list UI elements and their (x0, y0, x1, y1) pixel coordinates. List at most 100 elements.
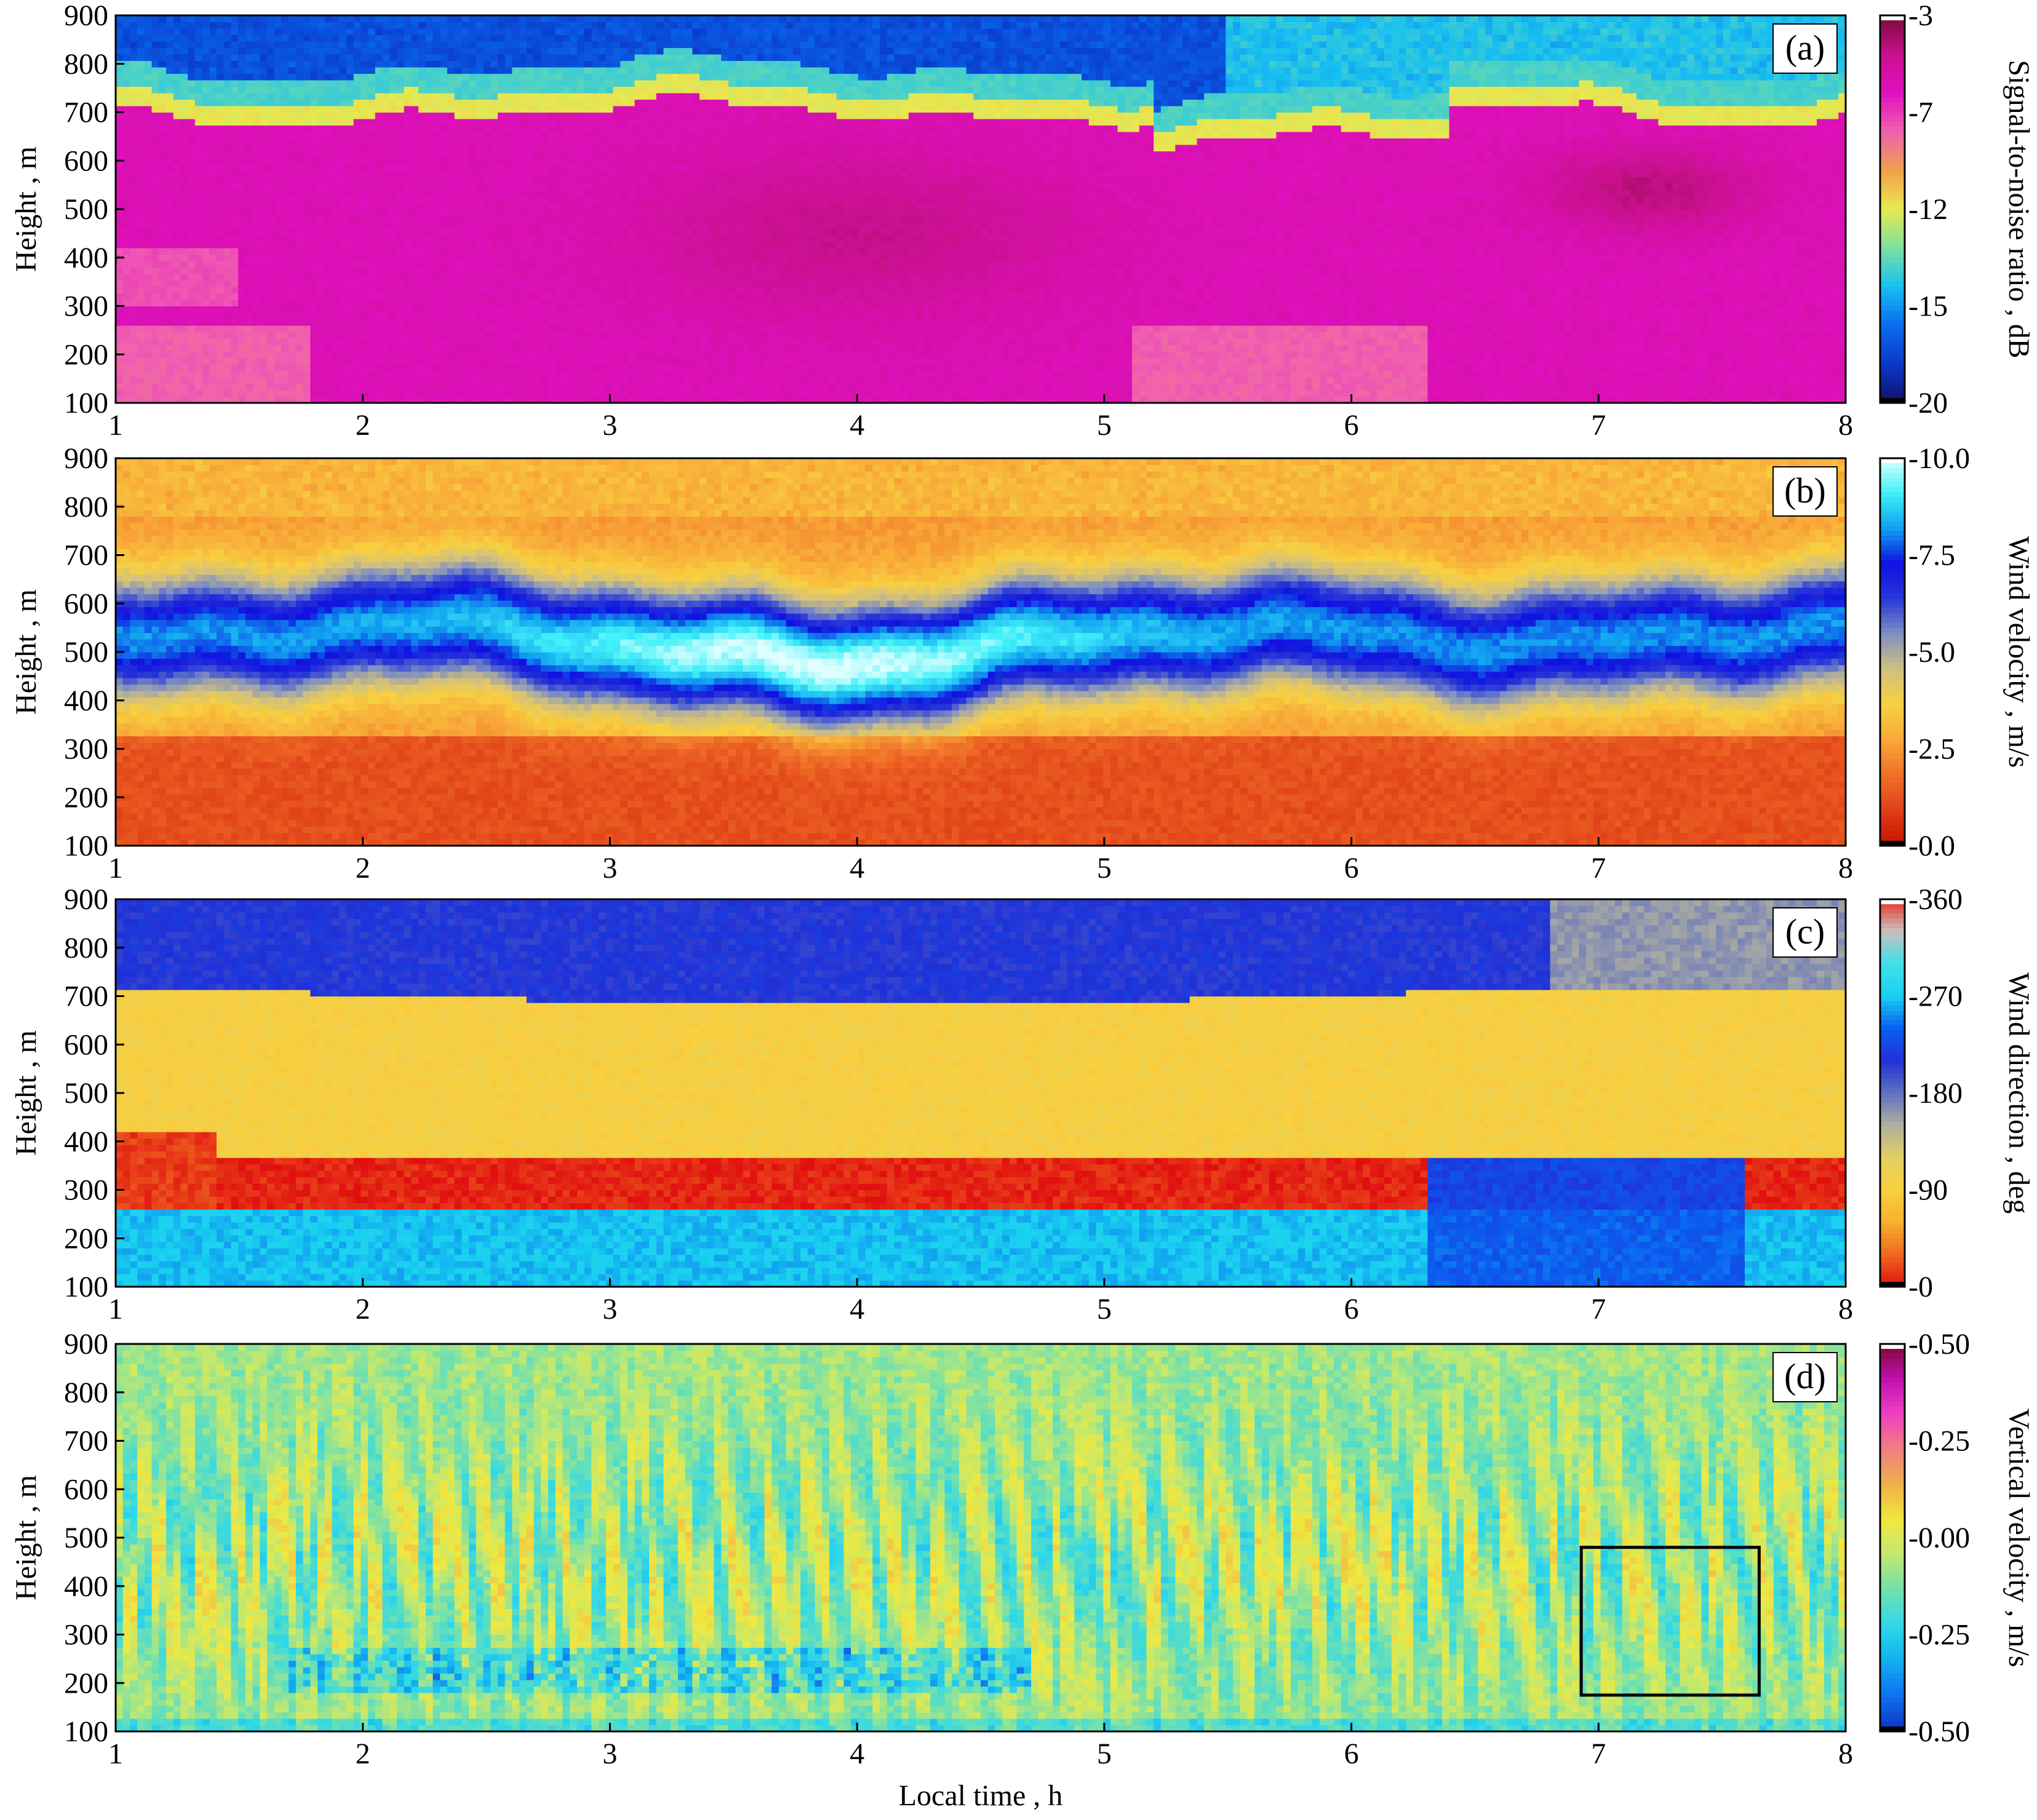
heatmap-cell (383, 15, 390, 22)
heatmap-cell (389, 377, 397, 384)
heatmap-cell (166, 15, 173, 22)
heatmap-cell (188, 325, 195, 332)
heatmap-cell (245, 242, 253, 248)
heatmap-cell (303, 242, 311, 248)
heatmap-cell (260, 338, 267, 345)
heatmap-cell (289, 54, 296, 61)
heatmap-cell (519, 157, 527, 164)
heatmap-cell (346, 87, 354, 93)
heatmap-cell (173, 306, 181, 313)
heatmap-cell (152, 287, 159, 293)
heatmap-cell (354, 22, 361, 29)
heatmap-cell (217, 274, 224, 280)
heatmap-cell (339, 261, 346, 268)
heatmap-cell (411, 22, 418, 29)
heatmap-cell (354, 15, 361, 22)
heatmap-cell (389, 190, 397, 197)
heatmap-cell (217, 74, 224, 81)
heatmap-cell (116, 35, 123, 42)
heatmap-cell (541, 390, 548, 397)
heatmap-cell (527, 22, 534, 29)
heatmap-cell (289, 390, 296, 397)
heatmap-cell (296, 287, 303, 293)
heatmap-cell (159, 119, 166, 125)
heatmap-cell (260, 222, 267, 229)
heatmap-cell (426, 196, 433, 203)
heatmap-cell (159, 280, 166, 287)
heatmap-cell (145, 222, 152, 229)
heatmap-cell (411, 222, 418, 229)
heatmap-cell (202, 119, 210, 125)
heatmap-cell (440, 319, 447, 326)
heatmap-cell (418, 300, 426, 306)
heatmap-cell (152, 151, 159, 158)
heatmap-cell (152, 345, 159, 352)
heatmap-cell (426, 345, 433, 352)
heatmap-cell (433, 119, 440, 125)
heatmap-cell (397, 177, 404, 184)
heatmap-cell (224, 48, 231, 55)
heatmap-cell (188, 113, 195, 119)
heatmap-cell (368, 332, 375, 339)
heatmap-cell (238, 145, 245, 151)
heatmap-cell (361, 325, 368, 332)
heatmap-cell (317, 248, 325, 255)
heatmap-cell (173, 190, 181, 197)
heatmap-cell (224, 196, 231, 203)
heatmap-cell (527, 332, 534, 339)
heatmap-cell (303, 209, 311, 216)
heatmap-cell (426, 274, 433, 280)
heatmap-cell (433, 306, 440, 313)
heatmap-cell (476, 74, 484, 81)
heatmap-cell (202, 216, 210, 223)
heatmap-cell (152, 125, 159, 132)
heatmap-cell (267, 41, 274, 48)
heatmap-cell (195, 229, 202, 236)
heatmap-cell (116, 183, 123, 190)
heatmap-cell (310, 138, 317, 145)
heatmap-cell (455, 138, 462, 145)
heatmap-cell (484, 157, 491, 164)
heatmap-cell (461, 61, 469, 68)
heatmap-cell (274, 119, 282, 125)
heatmap-cell (461, 177, 469, 184)
heatmap-cell (548, 384, 556, 391)
heatmap-cell (325, 216, 332, 223)
heatmap-cell (505, 35, 512, 42)
heatmap-cell (267, 384, 274, 391)
heatmap-cell (527, 274, 534, 280)
heatmap-cell (274, 274, 282, 280)
heatmap-cell (281, 287, 289, 293)
heatmap-cell (238, 312, 245, 319)
heatmap-cell (484, 274, 491, 280)
heatmap-cell (346, 106, 354, 113)
heatmap-cell (461, 325, 469, 332)
heatmap-cell (238, 22, 245, 29)
heatmap-cell (455, 358, 462, 365)
heatmap-cell (505, 145, 512, 151)
heatmap-cell (238, 306, 245, 313)
heatmap-cell (339, 377, 346, 384)
heatmap-cell (490, 203, 498, 210)
heatmap-cell (368, 319, 375, 326)
heatmap-cell (461, 28, 469, 35)
heatmap-cell (202, 74, 210, 81)
heatmap-cell (383, 268, 390, 274)
heatmap-cell (332, 177, 340, 184)
heatmap-cell (238, 384, 245, 391)
heatmap-cell (512, 164, 519, 171)
heatmap-cell (217, 28, 224, 35)
heatmap-cell (404, 312, 412, 319)
heatmap-cell (130, 358, 137, 365)
heatmap-cell (289, 22, 296, 29)
heatmap-cell (123, 235, 130, 242)
heatmap-cell (303, 15, 311, 22)
heatmap-cell (375, 332, 383, 339)
heatmap-cell (195, 242, 202, 248)
heatmap-cell (461, 138, 469, 145)
heatmap-cell (332, 196, 340, 203)
heatmap-cell (505, 293, 512, 300)
heatmap-cell (389, 93, 397, 100)
heatmap-cell (267, 177, 274, 184)
heatmap-cell (137, 300, 145, 306)
